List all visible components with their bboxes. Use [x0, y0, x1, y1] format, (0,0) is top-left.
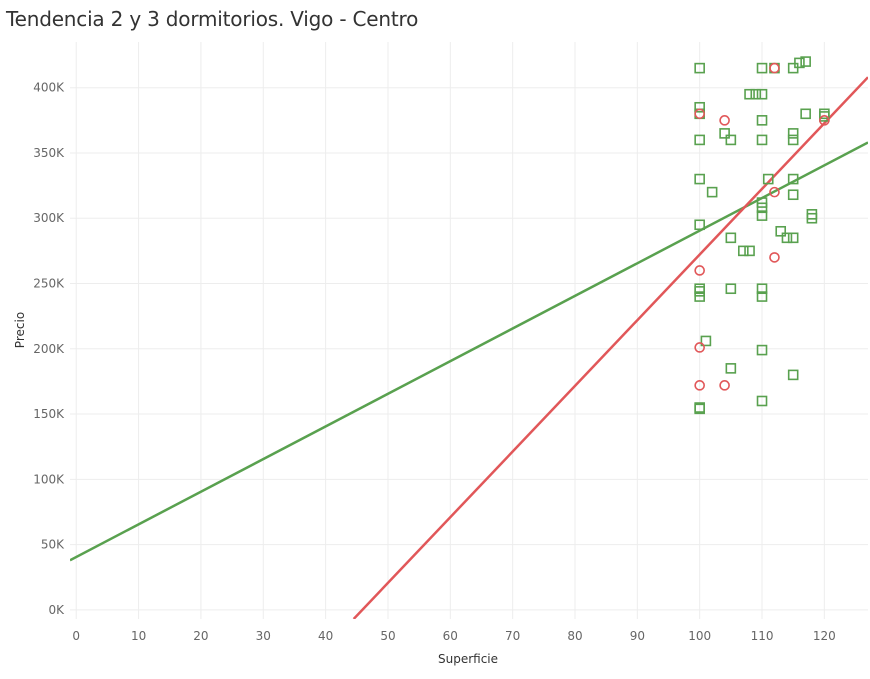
y-tick-label: 200K: [33, 342, 65, 356]
circle-point: [769, 252, 780, 263]
square-point: [756, 344, 768, 356]
y-tick-label: 300K: [33, 211, 65, 225]
square-point: [744, 245, 755, 257]
square-point: [725, 232, 737, 244]
square-point: [787, 232, 799, 244]
square-point: [756, 62, 768, 74]
grid: [70, 42, 868, 619]
square-point: [756, 202, 768, 214]
square-point: [719, 128, 730, 139]
x-tick-label: 30: [256, 629, 271, 643]
square-point: [694, 101, 705, 113]
trend-lines: [70, 76, 868, 619]
chart-title: Tendencia 2 y 3 dormitorios. Vigo - Cent…: [6, 7, 419, 31]
square-point: [725, 134, 737, 146]
square-point: [756, 291, 768, 302]
square-point: [781, 232, 793, 244]
square-point: [756, 134, 768, 146]
square-point: [800, 56, 811, 67]
y-tick-label: 0K: [48, 603, 65, 617]
square-point: [800, 108, 811, 120]
square-point: [756, 283, 768, 295]
circle-point: [694, 265, 705, 276]
y-tick-label: 350K: [33, 146, 65, 160]
square-point: [750, 88, 762, 100]
square-point: [756, 115, 768, 126]
square-point: [787, 189, 799, 201]
square-point: [694, 219, 705, 231]
square-point: [725, 283, 737, 295]
trend-line-square: [70, 141, 868, 562]
y-axis-label: Precio: [13, 312, 27, 348]
square-point: [756, 395, 768, 407]
x-tick-label: 90: [630, 629, 645, 643]
square-point: [794, 57, 805, 69]
circle-point: [769, 186, 780, 198]
square-point: [725, 363, 737, 374]
circle-point: [769, 62, 780, 74]
trend-line-circle: [352, 76, 868, 619]
circle-point: [694, 342, 705, 353]
x-tick-label: 10: [131, 629, 146, 643]
square-point: [694, 403, 705, 415]
x-tick-label: 0: [72, 629, 80, 643]
square-point: [756, 210, 768, 221]
circle-point: [694, 380, 705, 391]
x-tick-label: 120: [813, 629, 836, 643]
square-point: [819, 111, 830, 122]
square-point: [694, 291, 705, 302]
square-point: [787, 369, 799, 381]
square-point: [700, 335, 712, 347]
square-point: [806, 212, 818, 224]
square-point: [694, 62, 705, 74]
y-tick-label: 250K: [33, 277, 65, 291]
square-point: [738, 245, 749, 257]
circle-point: [819, 115, 830, 126]
y-tick-label: 50K: [41, 538, 65, 552]
square-point: [787, 173, 799, 185]
circle-point: [694, 108, 705, 120]
circle-point: [719, 115, 730, 126]
x-tick-label: 20: [193, 629, 208, 643]
y-tick-label: 150K: [33, 407, 65, 421]
x-tick-label: 80: [567, 629, 582, 643]
x-tick-label: 60: [443, 629, 458, 643]
circle-point: [719, 380, 730, 391]
x-tick-label: 100: [688, 629, 711, 643]
x-axis-label: Superficie: [438, 652, 498, 666]
y-tick-label: 400K: [33, 81, 65, 95]
square-point: [694, 134, 705, 146]
square-point: [756, 88, 768, 100]
x-tick-label: 70: [505, 629, 520, 643]
x-tick-label: 110: [751, 629, 774, 643]
square-point: [744, 88, 755, 100]
square-point: [762, 173, 774, 185]
square-point: [706, 186, 718, 198]
square-point: [694, 173, 705, 185]
square-point: [787, 134, 799, 146]
square-point: [775, 225, 787, 237]
y-tick-label: 100K: [33, 472, 65, 486]
data-points: [694, 56, 830, 415]
axes: 0 10 20 30 40 50 60 70 80 90 100 110 120 0K 50K 100K 150…: [33, 81, 836, 643]
x-tick-label: 50: [380, 629, 395, 643]
square-point: [787, 128, 799, 139]
x-tick-label: 40: [318, 629, 333, 643]
